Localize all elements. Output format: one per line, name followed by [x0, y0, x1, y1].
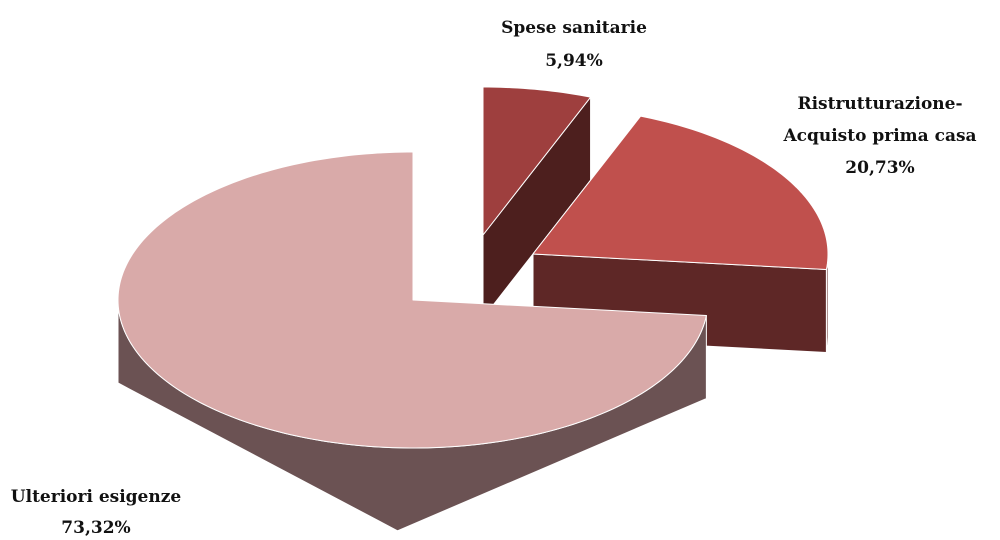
slice-top — [117, 151, 707, 449]
slice-label-text: Ristrutturazione- — [797, 94, 962, 114]
slice-value-label: 73,32% — [61, 518, 130, 538]
slice-label-text: Spese sanitarie — [501, 18, 647, 38]
slice-value-label: 20,73% — [845, 158, 914, 178]
slice-labels: Spese sanitarie 5,94% Ristrutturazione- Acq… — [11, 18, 977, 538]
slice-top — [532, 115, 829, 271]
slice-label-text: Acquisto prima casa — [782, 126, 976, 146]
slice-label-text: Ulteriori esigenze — [11, 487, 182, 507]
slice-tops — [117, 86, 829, 449]
slice-value-label: 5,94% — [545, 51, 603, 71]
slice-top — [482, 86, 592, 236]
